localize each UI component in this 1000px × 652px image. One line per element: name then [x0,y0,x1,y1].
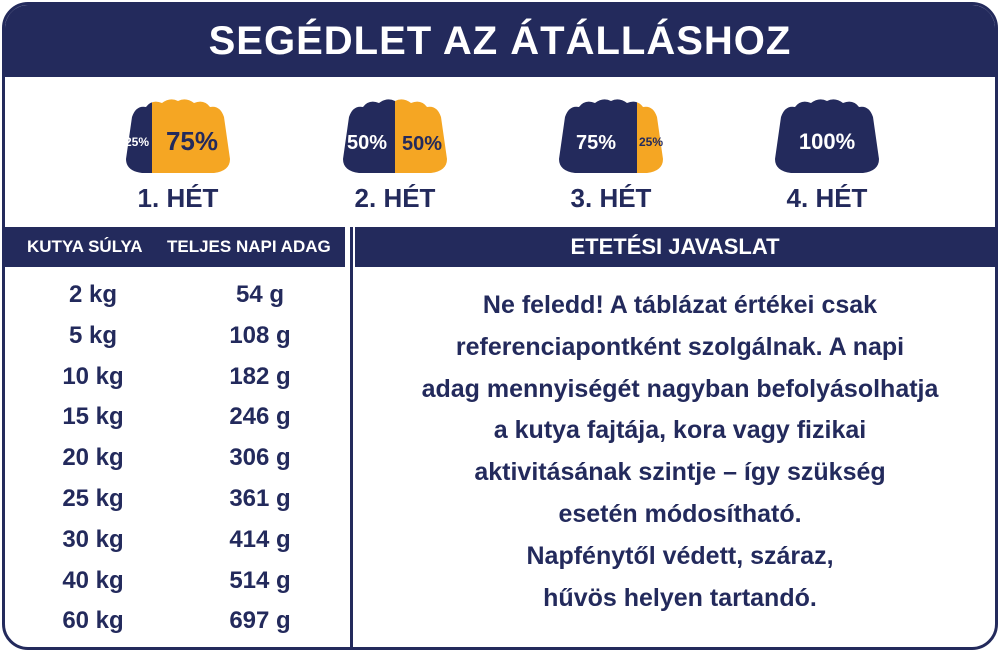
old-food-percent: 25% [125,135,149,149]
header-daily-portion: TELJES NAPI ADAG [167,237,331,256]
column-divider [350,227,353,647]
dog-weight: 20 kg [62,444,124,472]
food-bowl-icon: 50% 50% [343,99,447,173]
dog-weight: 60 kg [62,607,124,635]
dog-weight: 15 kg [62,403,124,431]
dog-weight: 30 kg [62,525,124,553]
daily-portion: 414 g [229,525,291,553]
recommendation-line: esetén módosítható. [558,499,802,528]
daily-portion: 182 g [229,362,291,390]
week-label: 2. HÉT [354,183,436,213]
table-row: 15 kg 246 g [5,403,345,443]
daily-portion: 514 g [229,566,291,594]
daily-portion: 361 g [229,485,291,512]
week-bowl: 100% 4. HÉT [767,97,887,214]
week-bowl: 25% 75% 1. HÉT [118,97,238,214]
food-bowl-icon: 25% 75% [125,99,230,173]
header-dog-weight: KUTYA SÚLYA [27,237,143,256]
daily-portion: 697 g [229,607,291,635]
table-header: KUTYA SÚLYA TELJES NAPI ADAG [5,227,345,267]
week-bowl: 75% 25% 3. HÉT [551,97,671,214]
daily-portion: 306 g [229,444,291,472]
old-food-percent: 50% [347,132,387,154]
table-row: 2 kg 54 g [5,281,345,321]
week-label: 3. HÉT [570,183,652,213]
recommendation-line: hűvös helyen tartandó. [543,583,817,612]
daily-portion: 108 g [229,321,291,349]
table-row: 30 kg 414 g [5,526,345,566]
dog-weight: 5 kg [68,321,118,349]
table-row: 10 kg 182 g [5,363,345,403]
week-label: 4. HÉT [786,183,868,213]
table-row: 40 kg 514 g [5,567,345,607]
food-bowl-icon: 75% 25% [559,99,663,173]
week-bowl: 50% 50% 2. HÉT [335,97,455,214]
old-food-percent: 100% [799,129,855,154]
table-row: 5 kg 108 g [5,322,345,362]
recommendation-text: Ne feledd! A táblázat értékei csak refere… [365,285,995,619]
table-row: 60 kg 697 g [5,607,345,647]
dog-weight: 25 kg [62,485,124,512]
dog-weight: 10 kg [62,362,124,390]
page-title: SEGÉDLET AZ ÁTÁLLÁSHOZ [5,5,995,77]
food-bowl-icon: 100% [775,99,879,173]
new-food-percent: 25% [639,135,663,149]
new-food-percent: 50% [402,133,442,155]
recommendation-line: Napfénytől védett, száraz, [526,541,834,570]
dog-weight: 40 kg [62,566,124,594]
new-food-percent: 75% [166,126,218,156]
old-food-percent: 75% [576,132,616,154]
week-label: 1. HÉT [137,183,219,213]
recommendation-line: referenciapontként szolgálnak. A napi [455,332,905,361]
recommendation-line: aktivitásának szintje – így szükség [474,458,886,487]
recommendation-line: adag mennyiségét nagyban befolyásolhatja [421,374,939,403]
daily-portion: 54 g [235,281,285,308]
table-row: 25 kg 361 g [5,485,345,525]
recommendation-line: a kutya fajtája, kora vagy fizikai [493,416,867,445]
recommendation-header: ETETÉSI JAVASLAT [355,227,995,267]
table-row: 20 kg 306 g [5,444,345,484]
dog-weight: 2 kg [68,281,118,308]
daily-portion: 246 g [229,403,291,431]
recommendation-line: Ne feledd! A táblázat értékei csak [482,291,878,319]
